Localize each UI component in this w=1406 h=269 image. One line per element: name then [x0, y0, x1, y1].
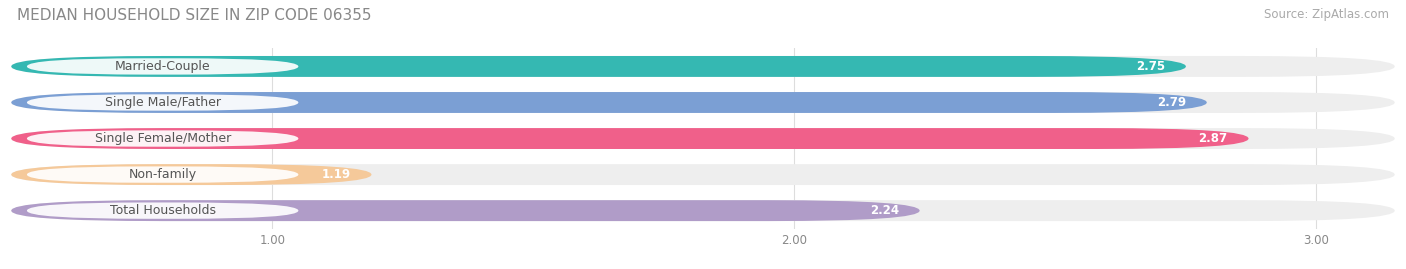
- FancyBboxPatch shape: [11, 200, 920, 221]
- FancyBboxPatch shape: [11, 128, 1395, 149]
- FancyBboxPatch shape: [27, 167, 298, 183]
- FancyBboxPatch shape: [11, 164, 371, 185]
- Text: Married-Couple: Married-Couple: [115, 60, 211, 73]
- FancyBboxPatch shape: [27, 203, 298, 219]
- Text: MEDIAN HOUSEHOLD SIZE IN ZIP CODE 06355: MEDIAN HOUSEHOLD SIZE IN ZIP CODE 06355: [17, 8, 371, 23]
- FancyBboxPatch shape: [11, 92, 1395, 113]
- Text: Single Female/Mother: Single Female/Mother: [94, 132, 231, 145]
- FancyBboxPatch shape: [11, 200, 1395, 221]
- Text: 2.79: 2.79: [1157, 96, 1185, 109]
- FancyBboxPatch shape: [27, 94, 298, 111]
- Text: Total Households: Total Households: [110, 204, 215, 217]
- FancyBboxPatch shape: [11, 128, 1249, 149]
- Text: 2.24: 2.24: [870, 204, 898, 217]
- Text: 2.75: 2.75: [1136, 60, 1166, 73]
- Text: Single Male/Father: Single Male/Father: [104, 96, 221, 109]
- FancyBboxPatch shape: [27, 58, 298, 75]
- FancyBboxPatch shape: [11, 56, 1185, 77]
- Text: Source: ZipAtlas.com: Source: ZipAtlas.com: [1264, 8, 1389, 21]
- FancyBboxPatch shape: [11, 92, 1206, 113]
- Text: 2.87: 2.87: [1198, 132, 1227, 145]
- Text: Non-family: Non-family: [128, 168, 197, 181]
- FancyBboxPatch shape: [11, 56, 1395, 77]
- FancyBboxPatch shape: [11, 164, 1395, 185]
- FancyBboxPatch shape: [27, 130, 298, 147]
- Text: 1.19: 1.19: [322, 168, 350, 181]
